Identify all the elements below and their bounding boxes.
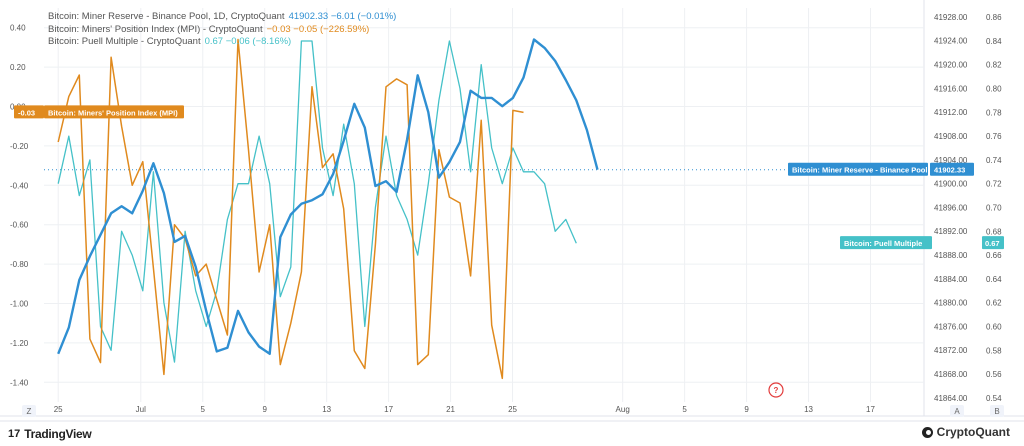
reserve-axis-tick: 41880.00 [934, 299, 968, 308]
legend-mpi-label: Bitcoin: Miners' Position Index (MPI) - … [48, 23, 263, 35]
puell-axis-tick: 0.80 [986, 85, 1002, 94]
tradingview-label: TradingView [24, 427, 92, 441]
b-button: B [994, 407, 999, 416]
legend-reserve-value: 41902.33 −6.01 (−0.01%) [288, 11, 397, 22]
mpi-value-badge-bg [14, 105, 44, 119]
reserve-axis-tick: 41864.00 [934, 394, 968, 403]
mpi-name-badge-bg [44, 105, 184, 119]
left-axis-tick: -0.80 [10, 260, 29, 269]
puell-axis-tick: 0.78 [986, 108, 1002, 117]
cryptoquant-label: CryptoQuant [936, 425, 1010, 439]
reserve-name-badge: Bitcoin: Miner Reserve - Binance Pool [792, 166, 927, 175]
reserve-axis-tick: 41884.00 [934, 275, 968, 284]
help-icon-text: ? [774, 386, 779, 395]
x-axis-tick: 13 [322, 405, 331, 414]
x-axis-tick: 9 [744, 405, 749, 414]
series-line-left [57, 38, 524, 380]
reserve-axis-tick: 41872.00 [934, 346, 968, 355]
reserve-axis-tick: 41908.00 [934, 132, 968, 141]
puell-axis-tick: 0.72 [986, 180, 1002, 189]
reserve-axis-tick: 41888.00 [934, 251, 968, 260]
x-axis-tick: Jul [136, 405, 146, 414]
legend-puell-label: Bitcoin: Puell Multiple - CryptoQuant [48, 36, 201, 47]
left-axis-tick: -1.00 [10, 300, 29, 309]
puell-axis-tick: 0.68 [986, 227, 1002, 236]
puell-axis-tick: 0.54 [986, 394, 1002, 403]
x-axis-tick: 17 [384, 405, 393, 414]
x-axis-tick: 17 [866, 405, 875, 414]
left-axis-tick: -0.60 [10, 221, 29, 230]
x-axis-tick: 25 [508, 405, 517, 414]
a-button-bg [950, 405, 964, 417]
reserve-axis-tick: 41876.00 [934, 322, 968, 331]
tradingview-logo-icon: 17 [8, 428, 21, 440]
puell-value-badge: 0.67 [985, 239, 1000, 248]
help-circle-icon [768, 382, 784, 398]
chart-legend: Bitcoin: Miner Reserve - Binance Pool, 1… [48, 11, 396, 49]
reserve-axis-tick: 41868.00 [934, 370, 968, 379]
reserve-axis-tick: 41912.00 [934, 108, 968, 117]
puell-axis-tick: 0.86 [986, 13, 1002, 22]
reserve-axis-tick: 41920.00 [934, 61, 968, 70]
left-axis-tick: -0.20 [10, 142, 29, 151]
reserve-name-badge-bg [788, 162, 928, 176]
reserve-axis-tick: 41916.00 [934, 84, 968, 93]
x-axis-tick: 13 [804, 405, 813, 414]
z-button-bg [22, 405, 36, 417]
x-axis-tick: 9 [262, 405, 267, 414]
legend-reserve-label: Bitcoin: Miner Reserve - Binance Pool, 1… [48, 11, 285, 22]
x-axis-tick: Aug [616, 405, 630, 414]
reserve-axis-tick: 41924.00 [934, 37, 968, 46]
puell-axis-tick: 0.58 [986, 346, 1002, 355]
a-button: A [954, 407, 960, 416]
series-line-puell [57, 40, 577, 363]
left-axis-tick: -1.20 [10, 339, 29, 348]
x-axis-tick: 21 [446, 405, 455, 414]
mpi-name-badge: Bitcoin: Miners' Position Index (MPI) [48, 108, 178, 117]
legend-row-puell[interactable]: Bitcoin: Puell Multiple - CryptoQuant 0.6… [48, 36, 396, 49]
x-axis-tick: 5 [682, 405, 687, 414]
reserve-axis-tick: 41892.00 [934, 227, 968, 236]
reserve-value-badge-bg [930, 162, 974, 176]
reserve-axis-tick: 41900.00 [934, 180, 968, 189]
legend-puell-value: 0.67 −0.06 (−8.16%) [204, 36, 292, 47]
puell-axis-tick: 0.60 [986, 322, 1002, 331]
puell-axis-tick: 0.62 [986, 299, 1002, 308]
reserve-axis-tick: 41904.00 [934, 156, 968, 165]
mpi-value-badge: -0.03 [18, 108, 35, 117]
left-axis-tick: -0.40 [10, 181, 29, 190]
cryptoquant-brand: CryptoQuant [921, 425, 1010, 439]
legend-row-mpi[interactable]: Bitcoin: Miners' Position Index (MPI) - … [48, 24, 396, 37]
legend-row-reserve[interactable]: Bitcoin: Miner Reserve - Binance Pool, 1… [48, 11, 396, 24]
puell-axis-tick: 0.74 [986, 156, 1002, 165]
puell-name-badge-bg [840, 236, 932, 250]
left-axis-tick: 0.20 [10, 63, 26, 72]
puell-axis-tick: 0.70 [986, 203, 1002, 212]
z-button: Z [27, 407, 32, 416]
reserve-value-badge: 41902.33 [934, 166, 965, 175]
puell-value-badge-bg [982, 236, 1004, 250]
puell-axis-tick: 0.76 [986, 132, 1002, 141]
puell-name-badge: Bitcoin: Puell Multiple [844, 239, 922, 248]
puell-axis-tick: 0.56 [986, 370, 1002, 379]
x-axis-tick: 25 [54, 405, 63, 414]
cryptoquant-logo-icon [921, 426, 933, 438]
b-button-bg [990, 405, 1004, 417]
puell-axis-tick: 0.82 [986, 61, 1002, 70]
legend-mpi-value: −0.03 −0.05 (−226.59%) [266, 23, 370, 35]
left-axis-tick: -1.40 [10, 378, 29, 387]
tradingview-brand[interactable]: 17 TradingView [8, 427, 92, 441]
x-axis-tick: 5 [201, 405, 206, 414]
puell-axis-tick: 0.66 [986, 251, 1002, 260]
reserve-axis-tick: 41928.00 [934, 13, 968, 22]
reserve-axis-tick: 41896.00 [934, 203, 968, 212]
puell-axis-tick: 0.64 [986, 275, 1002, 284]
series-line-reserve [57, 38, 599, 355]
left-axis-tick: 0.40 [10, 24, 26, 33]
puell-axis-tick: 0.84 [986, 37, 1002, 46]
